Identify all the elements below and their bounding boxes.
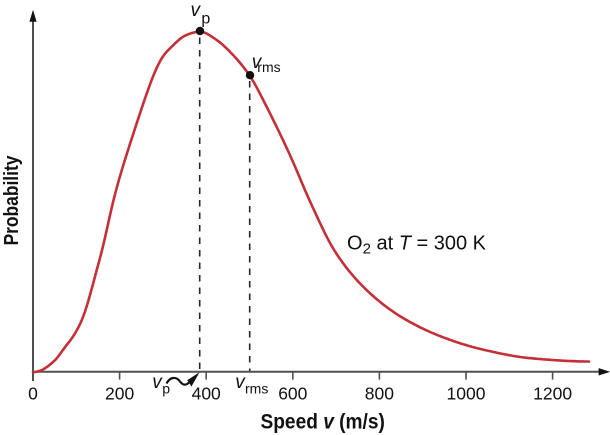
svg-text:800: 800 (365, 384, 394, 404)
svg-text:1000: 1000 (447, 384, 486, 404)
svg-text:400: 400 (192, 384, 221, 404)
svg-text:O2 at T = 300 K: O2 at T = 300 K (347, 233, 487, 258)
svg-text:v: v (152, 372, 163, 393)
svg-text:200: 200 (105, 384, 134, 404)
svg-text:Probability: Probability (0, 155, 22, 245)
svg-text:600: 600 (278, 384, 307, 404)
svg-text:v: v (235, 372, 246, 393)
svg-text:rms: rms (257, 59, 280, 75)
svg-text:v: v (191, 0, 202, 21)
svg-text:1200: 1200 (533, 384, 572, 404)
svg-text:p: p (162, 381, 170, 397)
svg-text:Speed v (m/s): Speed v (m/s) (261, 411, 385, 434)
svg-text:0: 0 (28, 384, 38, 404)
svg-text:rms: rms (245, 381, 268, 397)
svg-text:p: p (201, 11, 210, 28)
svg-text:v: v (252, 52, 263, 73)
